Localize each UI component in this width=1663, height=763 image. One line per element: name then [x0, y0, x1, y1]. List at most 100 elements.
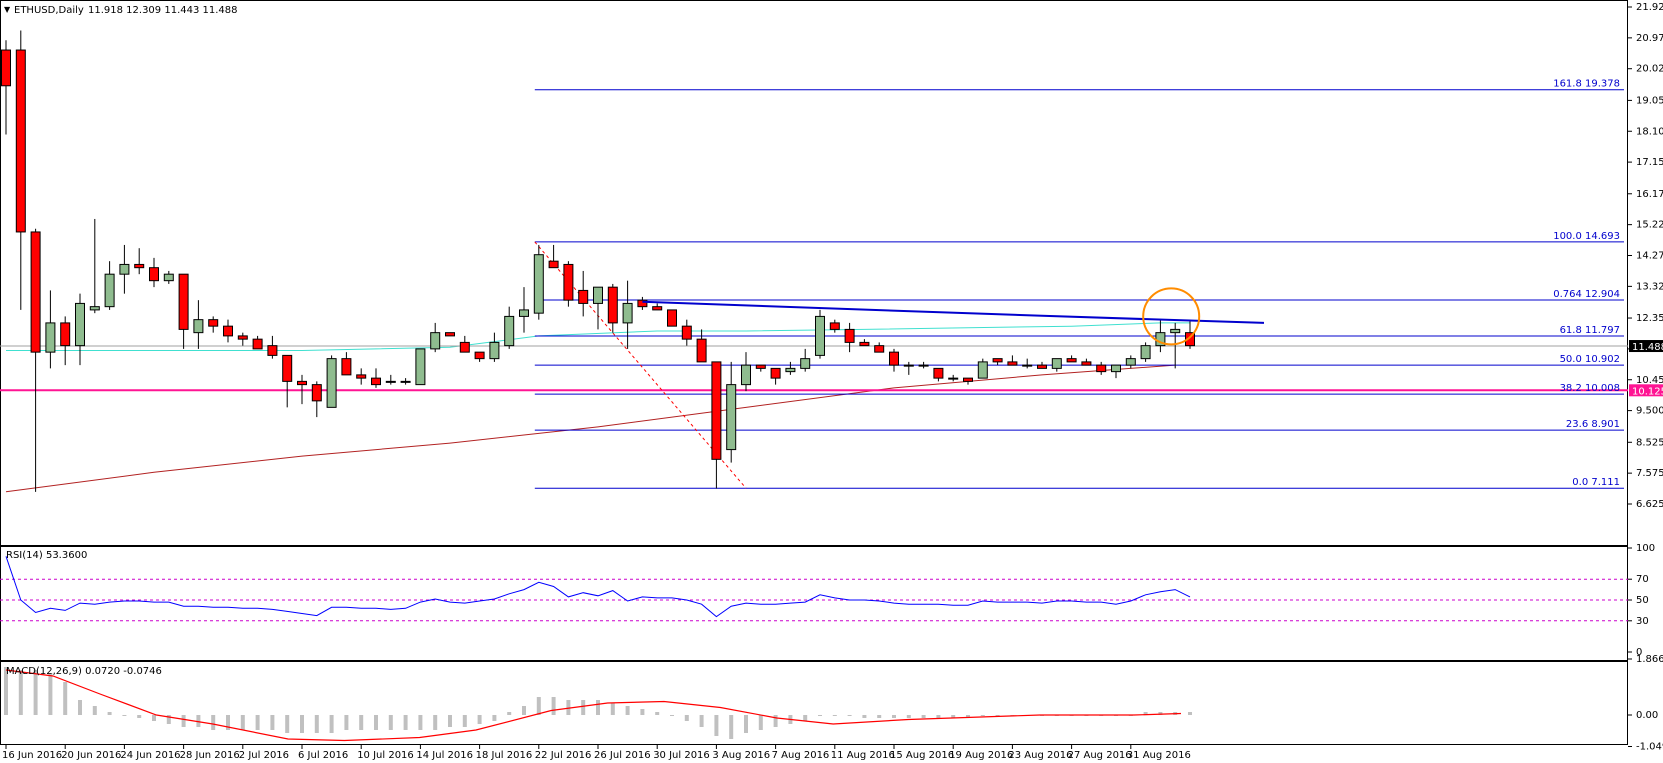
macd-histogram-bar: [921, 715, 926, 718]
candle-body: [874, 345, 885, 353]
candle-body: [60, 322, 71, 347]
candle-body: [15, 49, 26, 233]
candle-body: [326, 358, 337, 408]
macd-histogram-bar: [33, 670, 38, 715]
macd-histogram-bar: [640, 709, 645, 715]
macd-histogram-bar: [359, 715, 364, 730]
candle-body: [726, 384, 737, 451]
macd-tick-label: 0.00: [1636, 710, 1658, 721]
candle-body: [1037, 364, 1047, 369]
candle-body: [1022, 364, 1033, 367]
date-tick-label: 16 Jun 2016: [2, 750, 62, 761]
date-tick-label: 26 Jul 2016: [594, 750, 651, 761]
price-tick-label: 16.175: [1636, 189, 1663, 200]
macd-histogram-bar: [18, 670, 23, 715]
candle-body: [977, 361, 988, 379]
candle-body: [356, 374, 367, 379]
candle-body: [149, 267, 159, 282]
price-tick-label: 9.500: [1636, 406, 1663, 417]
moving-averages: [0, 322, 1628, 493]
candle-body: [134, 263, 145, 269]
candle-body: [385, 380, 396, 383]
candle-body: [696, 338, 707, 363]
candle-body: [533, 254, 544, 314]
candle-body: [1081, 361, 1092, 366]
menu-triangle-icon[interactable]: ▼: [4, 5, 11, 14]
candle-body: [415, 348, 426, 386]
price-tick-label: 19.050: [1636, 95, 1663, 106]
macd-histogram-bar: [714, 715, 719, 736]
macd-histogram-bar: [107, 712, 112, 715]
current-price-label: 11.488: [1632, 342, 1663, 353]
macd-histogram-bar: [492, 715, 497, 721]
macd-histogram-bar: [196, 715, 201, 727]
date-tick-label: 10 Jul 2016: [357, 750, 414, 761]
highlight-circle: [1142, 287, 1201, 346]
date-tick-label: 24 Jun 2016: [120, 750, 180, 761]
candle-body: [267, 345, 278, 356]
macd-histogram-bar: [63, 682, 68, 715]
rsi-panel-frame: [0, 546, 1628, 661]
macd-histogram-bar: [122, 715, 127, 716]
candle-body: [371, 377, 381, 386]
support-price-label: 10.125: [1632, 386, 1663, 397]
candle-body: [1170, 328, 1181, 334]
candle-body: [430, 332, 441, 350]
price-tick-label: 12.350: [1636, 313, 1663, 324]
candle-body: [474, 351, 485, 360]
candle-body: [652, 306, 663, 311]
fib-level-label: 23.6 8.901: [1566, 419, 1620, 430]
candle-body: [578, 289, 589, 304]
date-axis: 16 Jun 2016 20 Jun 2016 24 Jun 2016 28 Jun …: [2, 745, 1191, 761]
descending-trendline: [642, 300, 1265, 324]
macd-histogram-bar: [522, 706, 526, 715]
candle-body: [785, 367, 796, 373]
date-tick-label: 3 Aug 2016: [712, 750, 770, 761]
fib-level-label: 100.0 14.693: [1553, 231, 1620, 242]
date-tick-label: 28 Jun 2016: [180, 750, 240, 761]
candle-body: [1111, 364, 1121, 373]
candle-body: [45, 322, 56, 353]
candle-body: [933, 367, 944, 379]
candle-body: [1066, 358, 1077, 363]
macd-histogram-bar: [92, 706, 97, 715]
candle-body: [681, 325, 692, 340]
macd-histogram-bar: [936, 715, 941, 718]
macd-histogram-bar: [551, 697, 556, 715]
date-tick-label: 18 Jul 2016: [476, 750, 533, 761]
candle-body: [104, 273, 115, 308]
macd-histogram-bar: [1188, 712, 1192, 715]
fibonacci-levels: 161.8 19.378 100.0 14.693 0.764 12.904 61.8…: [534, 79, 1624, 489]
candle-body: [252, 338, 263, 350]
price-tick-label: 8.525: [1636, 437, 1663, 448]
price-tick-label: 20.025: [1636, 64, 1663, 75]
rsi-tick-label: 50: [1636, 595, 1649, 606]
date-tick-label: 15 Aug 2016: [890, 750, 954, 761]
macd-panel: 1.8666 0.00 -1.0498: [4, 654, 1663, 752]
support-price-box: [1629, 384, 1663, 397]
candle-body: [859, 341, 870, 347]
macd-histogram-bar: [744, 715, 748, 733]
macd-histogram-bar: [892, 715, 896, 718]
candle-body: [341, 358, 352, 376]
macd-histogram-bar: [166, 715, 171, 724]
candle-body: [400, 380, 411, 383]
candle-body: [844, 328, 855, 343]
candle-body: [770, 367, 781, 379]
macd-histogram-bar: [729, 715, 734, 739]
macd-histogram-bar: [581, 700, 586, 715]
date-tick-label: 30 Jul 2016: [653, 750, 710, 761]
candle-body: [208, 319, 219, 327]
candle-body: [459, 341, 470, 353]
candle-body: [903, 364, 914, 367]
ohlc-label: 11.918 12.309 11.443 11.488: [88, 5, 238, 16]
date-tick-label: 14 Jul 2016: [416, 750, 473, 761]
annotations: [642, 287, 1265, 346]
macd-histogram-bar: [862, 715, 867, 718]
macd-panel-frame: [0, 661, 1628, 745]
rsi-tick-label: 30: [1636, 616, 1649, 627]
macd-histogram-bar: [270, 715, 275, 730]
macd-histogram-bar: [625, 706, 630, 715]
fib-level-label: 161.8 19.378: [1553, 79, 1620, 90]
